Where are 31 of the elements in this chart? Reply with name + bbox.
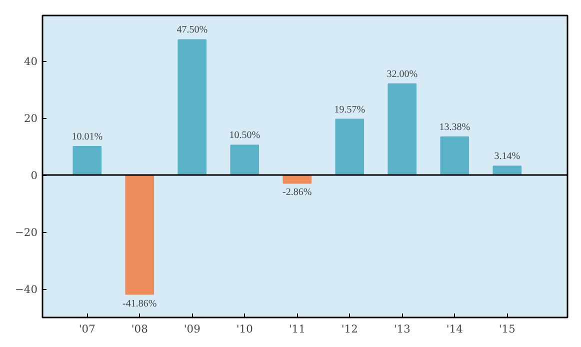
bar [335,118,364,176]
x-tick-label: '11 [288,322,306,336]
data-label: 10.50% [229,130,260,142]
x-tick-label: '13 [394,322,410,336]
y-tick-label: 40 [24,55,38,68]
data-label: 19.57% [334,104,366,116]
data-label: -41.86% [122,298,157,310]
y-tick-label: −40 [15,283,38,296]
data-label: 3.14% [494,151,520,162]
bar [388,83,417,176]
bar [230,144,260,176]
x-tick-label: '14 [446,322,464,336]
bar [440,136,470,176]
data-label: 32.00% [386,68,418,80]
y-tick-label: −20 [15,226,38,240]
bar [492,166,522,176]
bar [178,39,207,176]
bar [125,174,154,295]
x-tick-label: '10 [236,322,254,336]
data-label: 10.01% [72,132,103,143]
x-tick-label: '12 [341,322,358,336]
data-label: 47.50% [176,24,208,36]
x-tick-label: '15 [498,322,516,336]
x-tick-label: '09 [184,322,201,336]
x-tick-label: '07 [78,322,96,336]
data-label: -2.86% [282,187,312,198]
y-tick-label: 0 [30,169,38,182]
bar [72,146,102,176]
x-tick-label: '08 [131,322,148,336]
y-tick-label: 20 [24,112,38,126]
data-label: 13.38% [439,122,470,133]
